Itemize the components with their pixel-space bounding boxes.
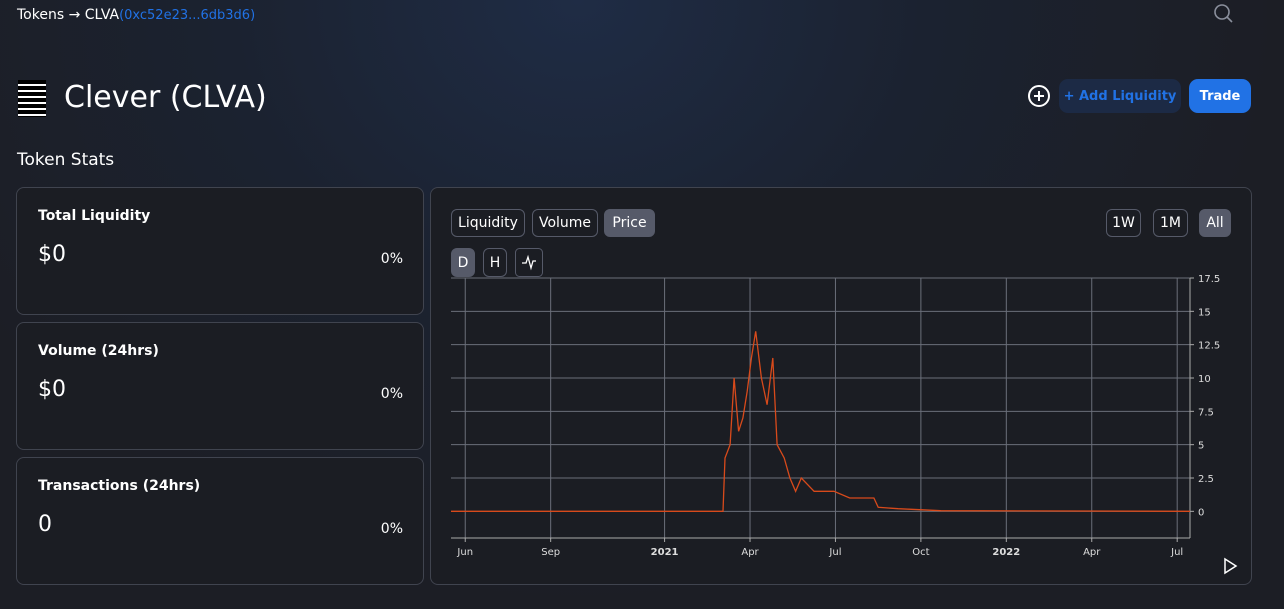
x-tick-label: Jul xyxy=(1170,547,1183,558)
section-title: Token Stats xyxy=(17,150,115,170)
x-tick-label: 2021 xyxy=(651,547,679,558)
interval-button[interactable]: D xyxy=(451,248,475,277)
stat-change: 0% xyxy=(380,386,403,402)
breadcrumb-arrow: → xyxy=(68,7,81,23)
range-button[interactable]: 1W xyxy=(1106,209,1141,237)
y-tick-label: 12.5 xyxy=(1198,341,1220,352)
price-line xyxy=(451,331,1190,512)
y-tick-label: 0 xyxy=(1198,507,1204,518)
token-title: Clever (CLVA) xyxy=(64,80,267,115)
chart-panel xyxy=(430,187,1252,585)
chart-tab[interactable]: Price xyxy=(604,209,655,237)
stat-card: Total Liquidity $0 0% xyxy=(16,187,424,315)
stat-label: Total Liquidity xyxy=(38,208,151,224)
y-tick-label: 17.5 xyxy=(1198,274,1220,285)
stat-card: Volume (24hrs) $0 0% xyxy=(16,322,424,450)
stat-label: Volume (24hrs) xyxy=(38,343,159,359)
x-tick-label: 2022 xyxy=(992,547,1020,558)
search-icon[interactable] xyxy=(1212,3,1234,25)
trade-button[interactable]: Trade xyxy=(1189,79,1251,113)
x-tick-label: Jun xyxy=(456,547,473,558)
range-button[interactable]: 1M xyxy=(1153,209,1188,237)
token-logo xyxy=(18,80,46,117)
add-liquidity-button[interactable]: + Add Liquidity xyxy=(1059,79,1181,113)
chart-tab[interactable]: Liquidity xyxy=(451,209,525,237)
range-button[interactable]: All xyxy=(1199,209,1231,237)
stat-card: Transactions (24hrs) 0 0% xyxy=(16,457,424,585)
stat-value: $0 xyxy=(38,242,66,267)
add-icon[interactable] xyxy=(1027,84,1051,108)
line-toggle[interactable] xyxy=(515,248,543,277)
scroll-right-icon[interactable] xyxy=(1223,557,1239,575)
x-tick-label: Oct xyxy=(912,547,929,558)
x-tick-label: Apr xyxy=(1083,547,1101,558)
y-tick-label: 7.5 xyxy=(1198,407,1214,418)
x-tick-label: Apr xyxy=(741,547,759,558)
stat-change: 0% xyxy=(380,521,403,537)
y-tick-label: 2.5 xyxy=(1198,474,1214,485)
y-tick-label: 10 xyxy=(1198,374,1211,385)
stat-change: 0% xyxy=(380,251,403,267)
chart-tab[interactable]: Volume xyxy=(532,209,598,237)
x-tick-label: Sep xyxy=(541,547,560,558)
x-tick-label: Jul xyxy=(828,547,841,558)
stat-value: 0 xyxy=(38,512,52,537)
stat-label: Transactions (24hrs) xyxy=(38,478,201,494)
stat-value: $0 xyxy=(38,377,66,402)
breadcrumb-token: CLVA xyxy=(84,7,120,23)
interval-button[interactable]: H xyxy=(483,248,507,277)
y-tick-label: 5 xyxy=(1198,441,1204,452)
token-address[interactable]: (0xc52e23...6db3d6) xyxy=(119,8,256,23)
breadcrumb: Tokens → CLVA(0xc52e23...6db3d6) xyxy=(17,7,255,23)
y-tick-label: 15 xyxy=(1198,307,1211,318)
breadcrumb-root[interactable]: Tokens xyxy=(17,7,65,23)
